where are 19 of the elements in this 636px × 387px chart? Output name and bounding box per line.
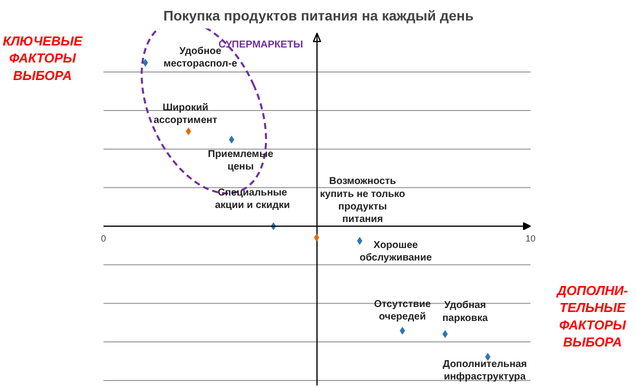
annotation: Приемлемые цены	[208, 148, 274, 172]
text: ДОПОЛНИ- ТЕЛЬНЫЕ ФАКТОРЫ ВЫБОРА	[556, 282, 628, 350]
point	[442, 330, 448, 338]
x-tick-label: 10	[525, 234, 536, 244]
annotation: Возможность купить не только продукты питания	[320, 176, 406, 226]
annotation: Широкий ассортимент	[154, 102, 218, 126]
text: КЛЮЧЕВЫЕ ФАКТОРЫ ВЫБОРА	[2, 33, 83, 83]
annotation: Удобная парковка	[442, 300, 488, 324]
annotation: Дополнительная инфраструктура	[442, 359, 528, 383]
x-tick-label: 0	[100, 234, 106, 244]
point	[142, 58, 148, 67]
annotation: Хорошее обслуживание	[360, 240, 432, 264]
chart-title: Покупка продуктов питания на каждый день	[163, 8, 474, 24]
annotation: Специальные акции и скидки	[214, 187, 290, 212]
point	[186, 127, 192, 136]
point	[228, 136, 234, 144]
point	[314, 234, 320, 242]
point	[400, 326, 406, 335]
annotation: Отсутствие очередей	[374, 298, 432, 323]
